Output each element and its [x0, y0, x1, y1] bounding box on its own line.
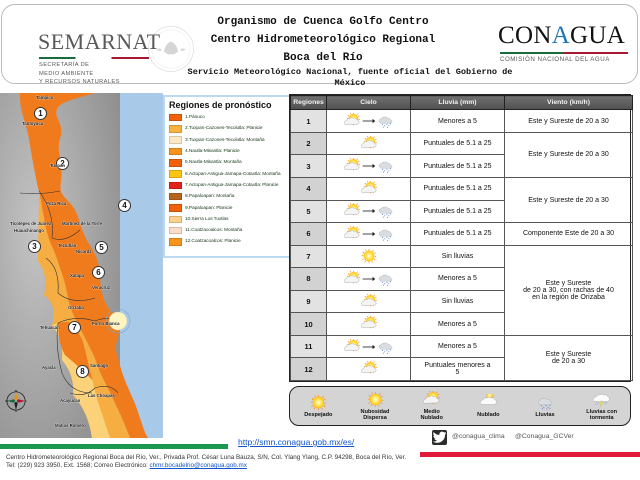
svg-text:N: N	[15, 390, 17, 393]
svg-text:E: E	[25, 399, 27, 403]
svg-text:S: S	[15, 409, 17, 412]
svg-text:W: W	[5, 399, 8, 403]
